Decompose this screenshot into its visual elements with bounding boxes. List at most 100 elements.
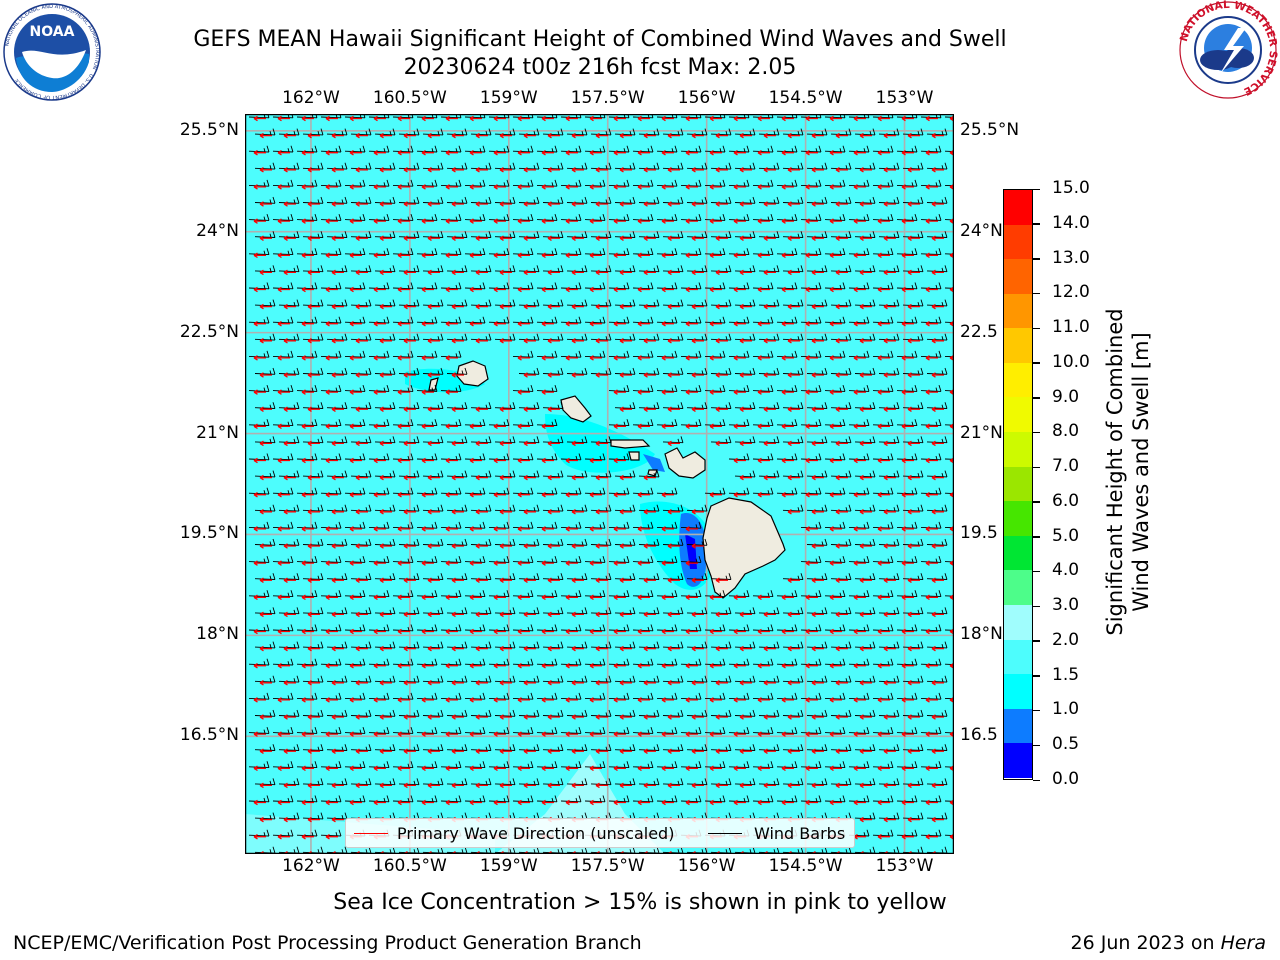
wave-direction-arrow bbox=[763, 611, 776, 618]
wind-barb bbox=[662, 162, 684, 170]
wind-barb bbox=[752, 384, 774, 392]
wave-direction-arrow bbox=[277, 184, 290, 190]
wind-barb bbox=[758, 402, 780, 409]
wind-barb bbox=[896, 521, 918, 529]
wind-barb bbox=[344, 145, 366, 153]
wind-barb bbox=[776, 590, 798, 598]
wind-barb bbox=[536, 316, 558, 324]
wave-direction-arrow bbox=[469, 560, 482, 566]
colorbar-segment bbox=[1004, 570, 1032, 605]
wind-barb bbox=[944, 834, 954, 837]
wind-barb bbox=[830, 641, 852, 649]
wind-barb bbox=[806, 265, 828, 273]
sea-ice-note: Sea Ice Concentration > 15% is shown in … bbox=[333, 890, 947, 915]
colorbar-tick-label: 14.0 bbox=[1052, 212, 1090, 233]
wave-direction-arrow bbox=[493, 286, 506, 293]
wave-direction-arrow bbox=[547, 577, 560, 583]
colorbar-tick-mark bbox=[1033, 466, 1040, 469]
wave-direction-arrow bbox=[469, 320, 482, 327]
wind-barb bbox=[758, 709, 780, 717]
wave-direction-arrow bbox=[373, 252, 386, 259]
wind-barb bbox=[896, 350, 918, 358]
wave-direction-arrow bbox=[661, 628, 674, 635]
wind-barb bbox=[656, 521, 678, 529]
wind-barb bbox=[344, 726, 366, 734]
wave-direction-arrow bbox=[283, 303, 296, 310]
wave-direction-arrow bbox=[493, 149, 506, 156]
wind-barb bbox=[710, 436, 732, 444]
wind-barb bbox=[422, 436, 444, 444]
wind-barb bbox=[686, 504, 708, 512]
wave-direction-arrow bbox=[259, 645, 272, 652]
wind-barb bbox=[614, 299, 636, 307]
wave-direction-arrow bbox=[859, 372, 872, 378]
wind-barb bbox=[518, 504, 540, 512]
wave-direction-arrow bbox=[379, 338, 392, 344]
wave-direction-arrow bbox=[901, 115, 914, 122]
wind-barb bbox=[806, 196, 828, 204]
wave-direction-arrow bbox=[763, 440, 776, 447]
wave-direction-arrow bbox=[661, 423, 674, 430]
colorbar-tick-label: 10.0 bbox=[1052, 351, 1090, 372]
wave-direction-arrow bbox=[709, 697, 722, 703]
wave-direction-arrow bbox=[565, 320, 578, 327]
wave-direction-arrow bbox=[523, 132, 536, 139]
wind-barb bbox=[686, 573, 708, 580]
colorbar bbox=[1003, 189, 1033, 780]
wave-direction-arrow bbox=[307, 269, 320, 276]
wave-direction-arrow bbox=[277, 355, 290, 361]
wave-direction-arrow bbox=[739, 201, 752, 207]
wind-barb bbox=[782, 333, 804, 341]
wave-direction-arrow bbox=[565, 526, 578, 532]
wave-direction-arrow bbox=[547, 338, 560, 344]
wave-direction-arrow bbox=[787, 303, 800, 310]
wave-direction-arrow bbox=[589, 457, 602, 464]
wind-barb bbox=[320, 213, 342, 221]
colorbar-segment bbox=[1004, 362, 1032, 398]
wind-barb bbox=[440, 419, 462, 427]
wave-direction-arrow bbox=[739, 714, 752, 720]
wave-direction-arrow bbox=[643, 645, 656, 652]
wave-direction-arrow bbox=[355, 611, 368, 618]
wind-barb bbox=[422, 333, 444, 341]
wave-direction-arrow bbox=[499, 269, 512, 276]
wind-barb bbox=[278, 504, 300, 512]
wind-barb bbox=[392, 350, 414, 358]
wave-direction-arrow bbox=[835, 235, 848, 241]
wind-barb bbox=[824, 145, 846, 153]
wind-barb bbox=[416, 316, 438, 324]
wind-barb bbox=[878, 709, 900, 717]
wave-direction-arrow bbox=[397, 423, 410, 430]
wind-barb bbox=[296, 179, 318, 187]
wind-barb bbox=[728, 692, 750, 700]
wind-barb bbox=[374, 128, 396, 136]
wind-barb bbox=[926, 196, 948, 204]
wind-barb bbox=[440, 316, 462, 324]
wind-barb bbox=[752, 145, 774, 153]
wind-barb bbox=[872, 692, 894, 700]
wave-direction-arrow bbox=[283, 543, 296, 549]
wind-barb bbox=[350, 162, 372, 170]
wind-barb bbox=[440, 658, 462, 666]
wave-direction-arrow bbox=[739, 440, 752, 447]
wave-direction-arrow bbox=[667, 440, 680, 447]
wave-direction-arrow bbox=[595, 714, 608, 720]
wave-direction-arrow bbox=[277, 252, 290, 259]
wind-barb bbox=[800, 658, 822, 666]
wave-direction-arrow bbox=[301, 697, 314, 703]
wave-direction-arrow bbox=[589, 184, 602, 190]
wind-barb bbox=[350, 128, 372, 136]
wave-direction-arrow bbox=[787, 645, 800, 652]
wave-direction-arrow bbox=[787, 201, 800, 207]
wind-barb bbox=[896, 316, 918, 324]
wind-barb bbox=[344, 521, 366, 529]
wind-barb bbox=[704, 692, 726, 700]
wave-direction-arrow bbox=[349, 731, 362, 737]
wave-direction-arrow bbox=[667, 132, 680, 139]
wind-barb bbox=[848, 248, 870, 256]
wind-barb bbox=[422, 573, 444, 580]
wind-barb bbox=[878, 538, 900, 546]
wave-direction-arrow bbox=[667, 748, 680, 754]
wave-direction-arrow bbox=[619, 577, 632, 583]
wave-direction-arrow bbox=[349, 389, 362, 395]
